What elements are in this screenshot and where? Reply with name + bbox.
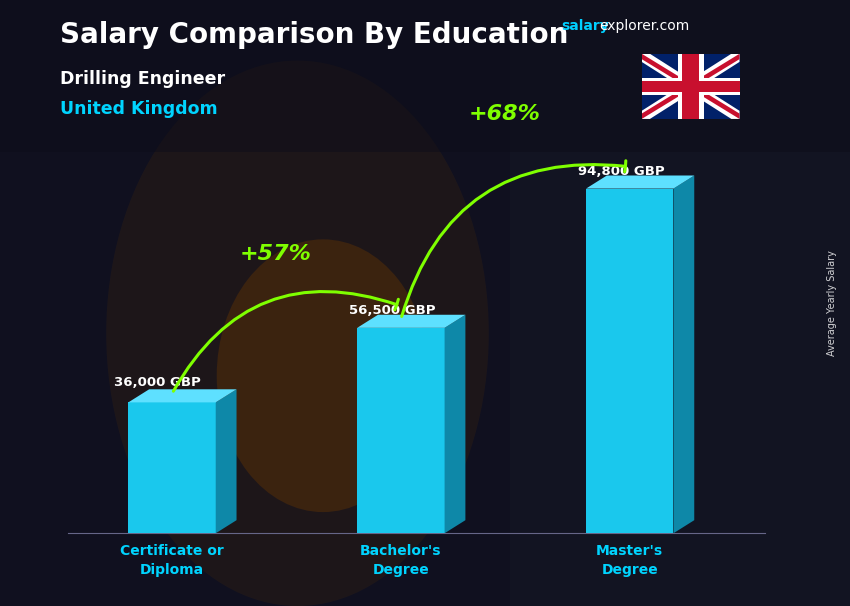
Polygon shape — [357, 315, 466, 328]
Bar — [642, 78, 740, 95]
Bar — [0, 0, 850, 152]
Polygon shape — [642, 54, 740, 119]
Polygon shape — [586, 176, 694, 188]
Text: Salary Comparison By Education: Salary Comparison By Education — [60, 21, 568, 49]
Text: 36,000 GBP: 36,000 GBP — [114, 376, 201, 389]
Ellipse shape — [217, 239, 429, 512]
Bar — [510, 0, 850, 606]
Text: 94,800 GBP: 94,800 GBP — [578, 165, 665, 178]
Text: +57%: +57% — [240, 244, 312, 264]
Text: United Kingdom: United Kingdom — [60, 100, 217, 118]
Bar — [683, 54, 699, 119]
Polygon shape — [673, 176, 694, 533]
Polygon shape — [357, 328, 445, 533]
Text: 56,500 GBP: 56,500 GBP — [348, 304, 435, 317]
Polygon shape — [128, 389, 236, 402]
Bar — [642, 81, 740, 92]
Polygon shape — [642, 54, 740, 119]
Polygon shape — [586, 188, 673, 533]
Text: explorer.com: explorer.com — [599, 19, 689, 33]
Polygon shape — [128, 402, 216, 533]
Bar — [677, 54, 704, 119]
Polygon shape — [445, 315, 466, 533]
Polygon shape — [642, 54, 740, 119]
Ellipse shape — [106, 61, 489, 606]
Polygon shape — [216, 389, 236, 533]
Text: salary: salary — [561, 19, 609, 33]
Text: Average Yearly Salary: Average Yearly Salary — [827, 250, 837, 356]
Text: Drilling Engineer: Drilling Engineer — [60, 70, 224, 88]
Text: +68%: +68% — [469, 104, 541, 124]
Polygon shape — [642, 54, 740, 119]
